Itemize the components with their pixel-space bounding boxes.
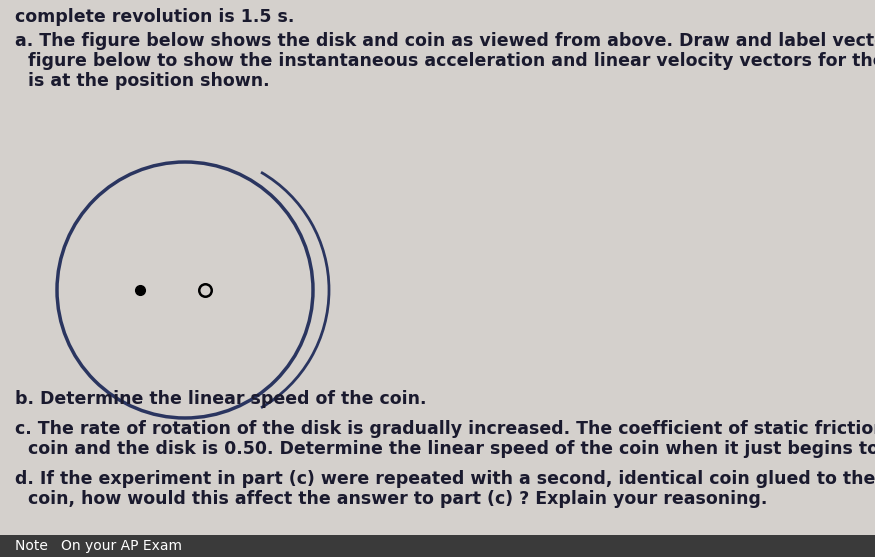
Text: b. Determine the linear speed of the coin.: b. Determine the linear speed of the coi… (15, 390, 426, 408)
Text: complete revolution is 1.5 s.: complete revolution is 1.5 s. (15, 8, 294, 26)
Text: a. The figure below shows the disk and coin as viewed from above. Draw and label: a. The figure below shows the disk and c… (15, 32, 875, 50)
Bar (0, 535, 875, 557)
Text: figure below to show the instantaneous acceleration and linear velocity vectors : figure below to show the instantaneous a… (28, 52, 875, 70)
Text: c. The rate of rotation of the disk is gradually increased. The coefficient of s: c. The rate of rotation of the disk is g… (15, 420, 875, 438)
Text: coin, how would this affect the answer to part (c) ? Explain your reasoning.: coin, how would this affect the answer t… (28, 490, 767, 508)
Text: d. If the experiment in part (c) were repeated with a second, identical coin glu: d. If the experiment in part (c) were re… (15, 470, 875, 488)
Text: is at the position shown.: is at the position shown. (28, 72, 270, 90)
Text: Note   On your AP Exam: Note On your AP Exam (15, 539, 182, 553)
Text: coin and the disk is 0.50. Determine the linear speed of the coin when it just b: coin and the disk is 0.50. Determine the… (28, 440, 875, 458)
